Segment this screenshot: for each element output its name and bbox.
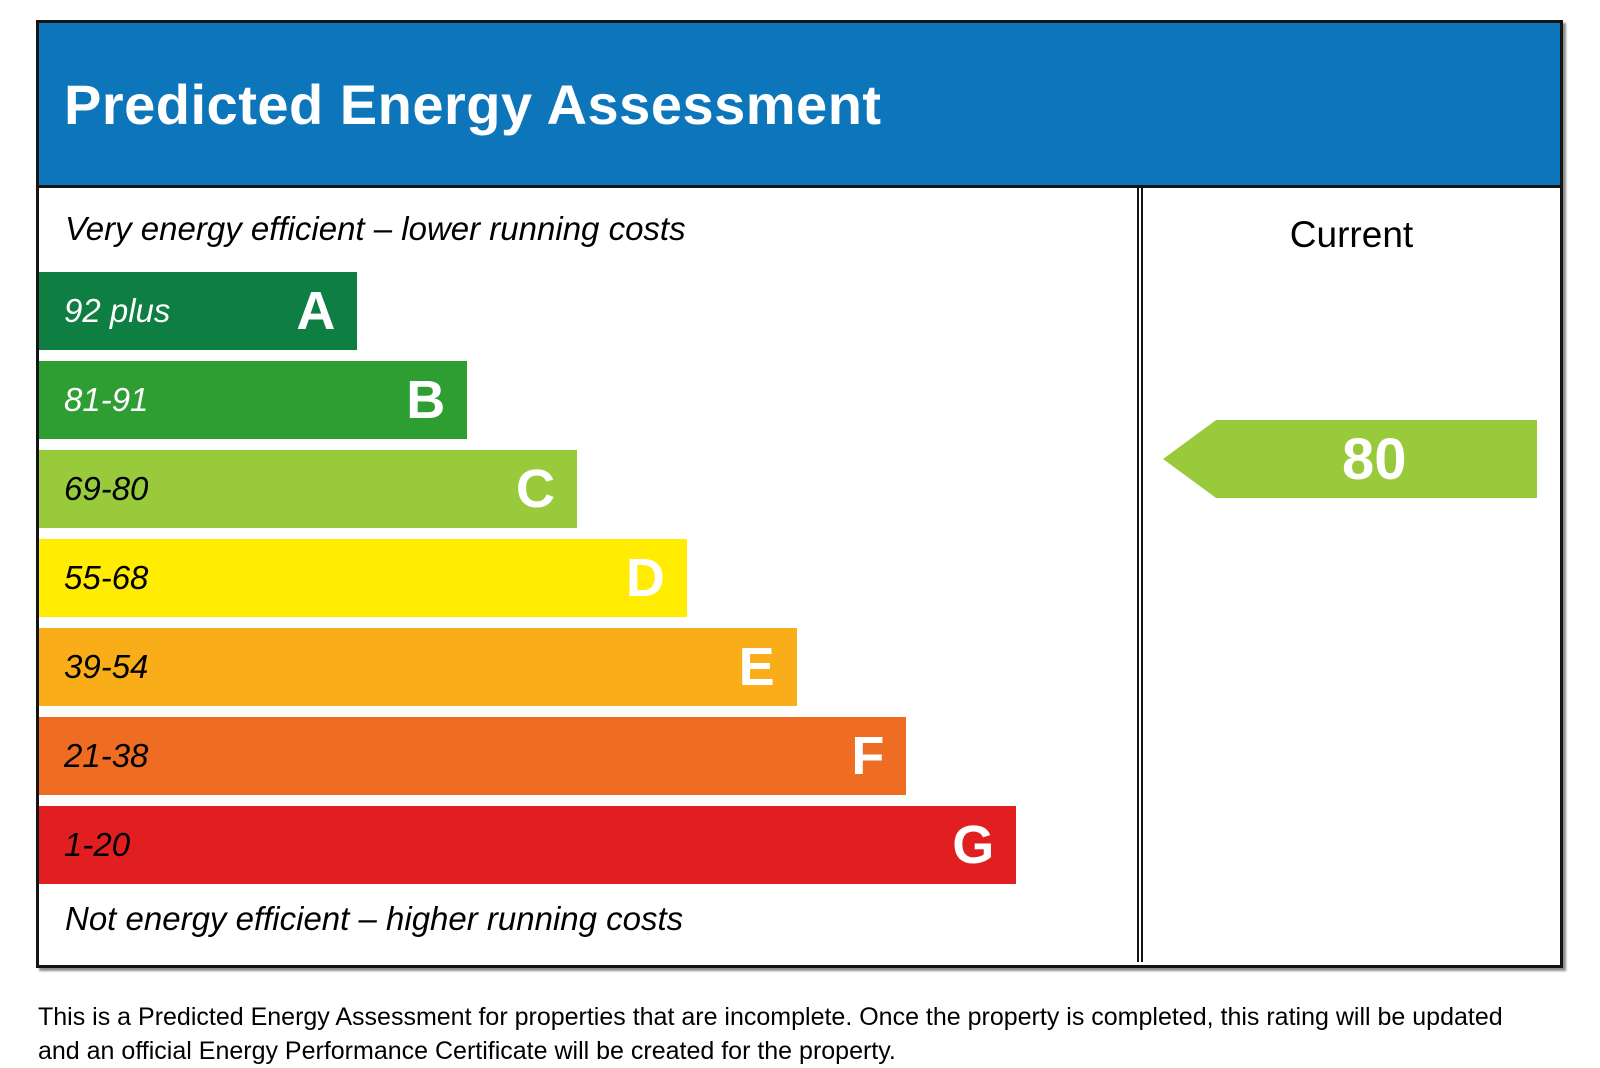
band-bar-d: 55-68 D [39,539,687,617]
band-range-label: 81-91 [64,381,149,418]
band-row-b: 81-91 B [39,361,1137,439]
page-title: Predicted Energy Assessment [64,72,882,136]
band-row-e: 39-54 E [39,628,1137,706]
band-bar-c: 69-80 C [39,450,578,528]
band-row-d: 55-68 D [39,539,1137,617]
current-rating-panel: Current 80 [1141,188,1560,962]
band-range-label: 55-68 [64,559,149,596]
band-row-c: 69-80 C [39,450,1137,528]
band-range-label: 1-20 [64,826,131,863]
band-letter-label: E [738,637,775,697]
band-bar-f: 21-38 F [39,717,907,795]
epc-chart-box: Predicted Energy Assessment Very energy … [36,20,1563,968]
current-rating-arrow: 80 [1163,420,1537,498]
band-letter-label: G [952,815,995,875]
band-bar-e: 39-54 E [39,628,797,706]
epc-body: Very energy efficient – lower running co… [39,188,1560,962]
band-bar-a: 92 plus A [39,272,358,350]
band-range-label: 21-38 [64,737,149,774]
band-letter-label: C [516,459,556,519]
current-rating-value: 80 [1342,426,1407,492]
band-row-f: 21-38 F [39,717,1137,795]
current-column-title: Current [1289,214,1414,255]
bottom-caption: Not energy efficient – higher running co… [65,900,684,937]
band-row-a: 92 plus A [39,272,1137,350]
footer-note: This is a Predicted Energy Assessment fo… [38,1003,1503,1065]
band-letter-label: D [625,548,665,608]
band-range-label: 69-80 [64,470,149,507]
rating-scale-panel: Very energy efficient – lower running co… [39,188,1139,962]
top-caption: Very energy efficient – lower running co… [65,210,686,247]
band-letter-label: A [296,281,336,341]
band-letter-label: F [851,726,885,786]
band-letter-label: B [406,370,446,430]
band-range-label: 39-54 [64,648,149,685]
band-range-label: 92 plus [64,292,171,329]
band-bar-b: 81-91 B [39,361,468,439]
epc-header: Predicted Energy Assessment [39,23,1560,188]
band-row-g: 1-20 G [39,806,1137,884]
band-bar-g: 1-20 G [39,806,1017,884]
